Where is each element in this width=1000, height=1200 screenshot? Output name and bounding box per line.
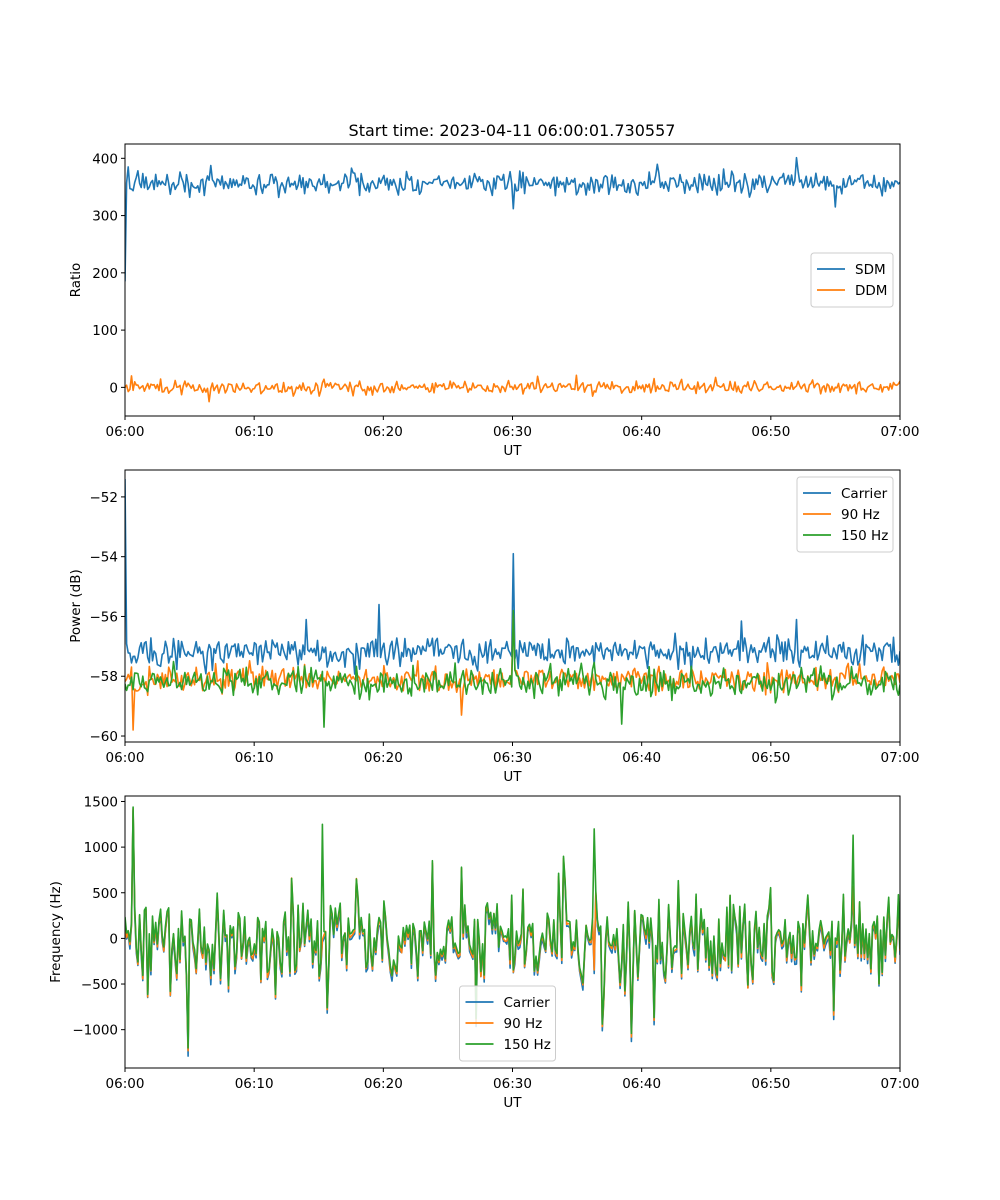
legend-label-90-hz: 90 Hz (504, 1016, 543, 1032)
y-tick-label: −52 (90, 490, 119, 506)
x-tick-label: 06:50 (751, 1076, 790, 1092)
y-tick-label: 0 (109, 380, 118, 396)
x-tick-label: 06:40 (622, 750, 661, 766)
legend: SDM DDM (810, 252, 894, 308)
x-tick-label: 06:10 (235, 1076, 274, 1092)
x-tick-label: 06:40 (622, 424, 661, 440)
x-tick-label: 06:10 (235, 424, 274, 440)
x-tick-label: 07:00 (881, 750, 920, 766)
y-tick-label: −500 (81, 977, 118, 993)
series-line-150-hz (125, 609, 900, 728)
x-tick-label: 06:00 (106, 1076, 145, 1092)
y-axis-label: Ratio (68, 263, 84, 298)
x-tick-label: 06:20 (364, 424, 403, 440)
power-panel: 06:00 06:10 06:20 06:30 06:40 06:50 07:00 −60 −5… (68, 469, 920, 785)
legend-label-carrier: Carrier (504, 995, 551, 1011)
y-tick-label: −58 (90, 669, 119, 685)
y-tick-label: 300 (92, 209, 118, 225)
legend: Carrier 90 Hz 150 Hz (796, 476, 894, 553)
x-tick-label: 06:50 (751, 750, 790, 766)
legend-label-150-hz: 150 Hz (841, 528, 888, 544)
legend: Carrier 90 Hz 150 Hz (459, 985, 556, 1062)
legend-label-ddm: DDM (855, 283, 887, 299)
x-tick-label: 06:40 (622, 1076, 661, 1092)
legend-label-150-hz: 150 Hz (504, 1037, 551, 1053)
y-tick-label: 200 (92, 266, 118, 282)
x-tick-label: 07:00 (881, 1076, 920, 1092)
series-line-ddm (125, 374, 900, 403)
x-tick-label: 06:30 (493, 1076, 532, 1092)
y-tick-label: 0 (109, 931, 118, 947)
series-line-sdm (125, 156, 900, 282)
series-line-carrier (125, 478, 900, 675)
chart-title: Start time: 2023-04-11 06:00:01.730557 (349, 121, 676, 140)
y-tick-label: 1000 (84, 840, 118, 856)
legend-label-sdm: SDM (855, 262, 886, 278)
legend-label-carrier: Carrier (841, 486, 888, 502)
x-tick-label: 06:00 (106, 750, 145, 766)
y-tick-label: −56 (90, 609, 119, 625)
y-tick-label: −54 (90, 550, 119, 566)
x-tick-label: 06:30 (493, 750, 532, 766)
x-tick-label: 06:20 (364, 750, 403, 766)
x-tick-label: 06:10 (235, 750, 274, 766)
y-tick-label: −60 (90, 729, 119, 745)
x-tick-label: 06:00 (106, 424, 145, 440)
y-tick-label: −1000 (72, 1023, 118, 1039)
x-axis-label: UT (503, 443, 522, 459)
x-axis-label: UT (503, 769, 522, 785)
y-tick-label: 400 (92, 151, 118, 167)
y-tick-label: 1500 (84, 794, 118, 810)
x-tick-label: 06:30 (493, 424, 532, 440)
y-axis-label: Frequency (Hz) (48, 881, 64, 983)
x-tick-label: 07:00 (881, 424, 920, 440)
y-tick-label: 500 (92, 886, 118, 902)
x-tick-label: 06:20 (364, 1076, 403, 1092)
y-axis-label: Power (dB) (68, 569, 84, 642)
ratio-panel: 06:00 06:10 06:20 06:30 06:40 06:50 07:00 0 100 2… (68, 143, 920, 459)
y-tick-label: 100 (92, 323, 118, 339)
series-line-150-hz (125, 806, 900, 1049)
legend-label-90-hz: 90 Hz (841, 507, 880, 523)
x-axis-label: UT (503, 1095, 522, 1111)
x-tick-label: 06:50 (751, 424, 790, 440)
frequency-panel: 06:00 06:10 06:20 06:30 06:40 06:50 07:00 −1000… (48, 794, 919, 1111)
